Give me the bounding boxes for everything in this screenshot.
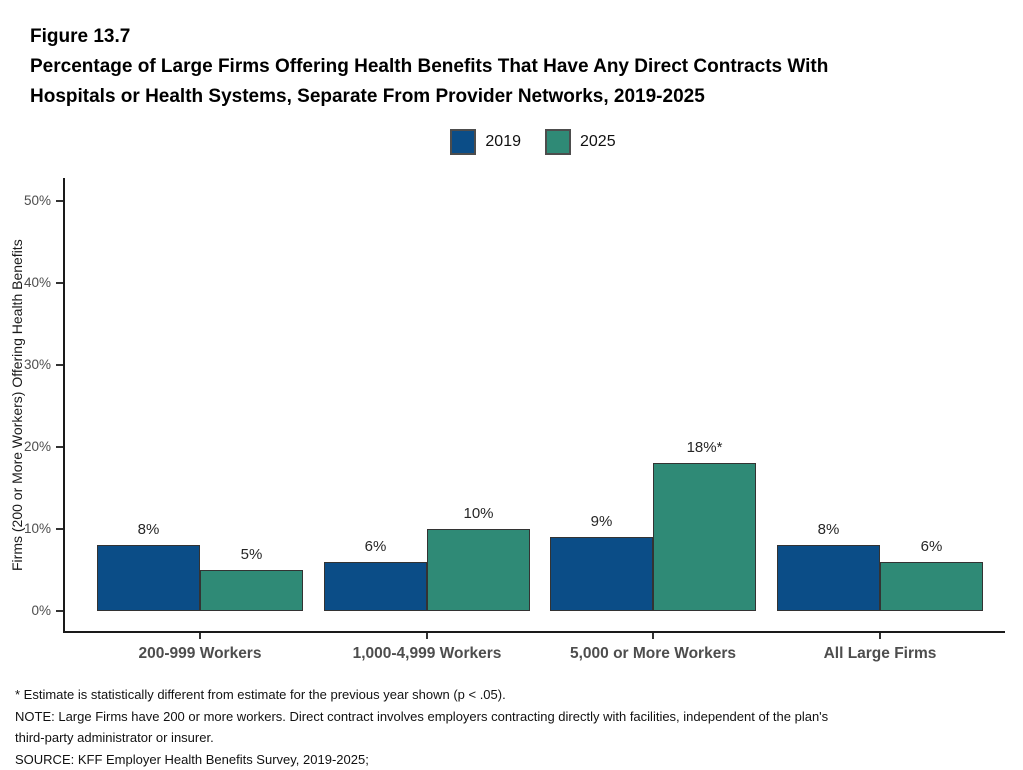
bar-2025 (427, 529, 530, 611)
footnotes: * Estimate is statistically different fr… (15, 684, 1015, 770)
bar-value-label: 6% (364, 537, 387, 555)
figure-title-block: Figure 13.7 Percentage of Large Firms Of… (30, 22, 990, 112)
y-tick-mark (56, 610, 63, 612)
y-tick-mark (56, 528, 63, 530)
y-tick-label: 40% (23, 275, 51, 290)
bar-2025 (200, 570, 303, 611)
category-label: 5,000 or More Workers (570, 645, 736, 662)
y-axis-title: Firms (200 or More Workers) Offering Hea… (9, 239, 25, 572)
footnote-significance: * Estimate is statistically different fr… (15, 687, 506, 702)
footnote-note-line2: third-party administrator or insurer. (15, 730, 214, 745)
y-tick-mark (56, 282, 63, 284)
y-tick-label: 30% (23, 357, 51, 372)
x-tick-mark (199, 633, 201, 639)
bar-value-label: 18%* (686, 439, 723, 457)
bar-value-label: 8% (817, 521, 840, 539)
x-axis-line (63, 631, 1005, 633)
figure-title-line2: Hospitals or Health Systems, Separate Fr… (30, 86, 705, 107)
legend-item-2019: 2019 (450, 129, 521, 155)
y-tick-label: 20% (23, 439, 51, 454)
bar-2019 (777, 545, 880, 611)
bar-2025 (880, 561, 983, 611)
y-axis-line (63, 178, 65, 633)
legend-item-2025: 2025 (545, 129, 616, 155)
y-tick-label: 10% (23, 521, 51, 536)
y-tick-label: 50% (23, 193, 51, 208)
legend-label: 2025 (580, 133, 616, 150)
figure-title-line1: Percentage of Large Firms Offering Healt… (30, 56, 829, 77)
legend-swatch-2025 (545, 129, 571, 155)
category-label: 1,000-4,999 Workers (352, 645, 502, 662)
category-label: 200-999 Workers (138, 645, 262, 662)
bar-value-label: 10% (463, 505, 494, 522)
bar-value-label: 8% (137, 521, 160, 539)
footnote-source: SOURCE: KFF Employer Health Benefits Sur… (15, 751, 369, 767)
x-tick-mark (879, 633, 881, 639)
bar-2019 (324, 561, 427, 611)
legend-swatch-2019 (450, 129, 477, 155)
y-tick-mark (56, 364, 63, 366)
x-tick-mark (652, 633, 654, 639)
x-tick-mark (426, 633, 428, 639)
bar-value-label: 5% (240, 546, 263, 563)
y-tick-mark (56, 446, 63, 448)
legend-label: 2019 (485, 133, 521, 150)
figure-number: Figure 13.7 (30, 26, 131, 47)
category-label: All Large Firms (823, 645, 937, 662)
chart-legend: 2019 2025 (63, 126, 1003, 158)
bar-2019 (550, 537, 653, 611)
bar-2019 (97, 545, 200, 611)
chart-panel: 0% 10% 20% 30% 40% 50% 8% 5% 200-999 Workers 6% 10… (24, 178, 1005, 662)
bar-value-label: 6% (920, 537, 943, 555)
y-tick-mark (56, 200, 63, 202)
bar-value-label: 9% (590, 513, 613, 531)
bar-2025 (653, 463, 756, 611)
footnote-note-line1: NOTE: Large Firms have 200 or more worke… (15, 708, 829, 724)
y-tick-label: 0% (31, 603, 51, 618)
